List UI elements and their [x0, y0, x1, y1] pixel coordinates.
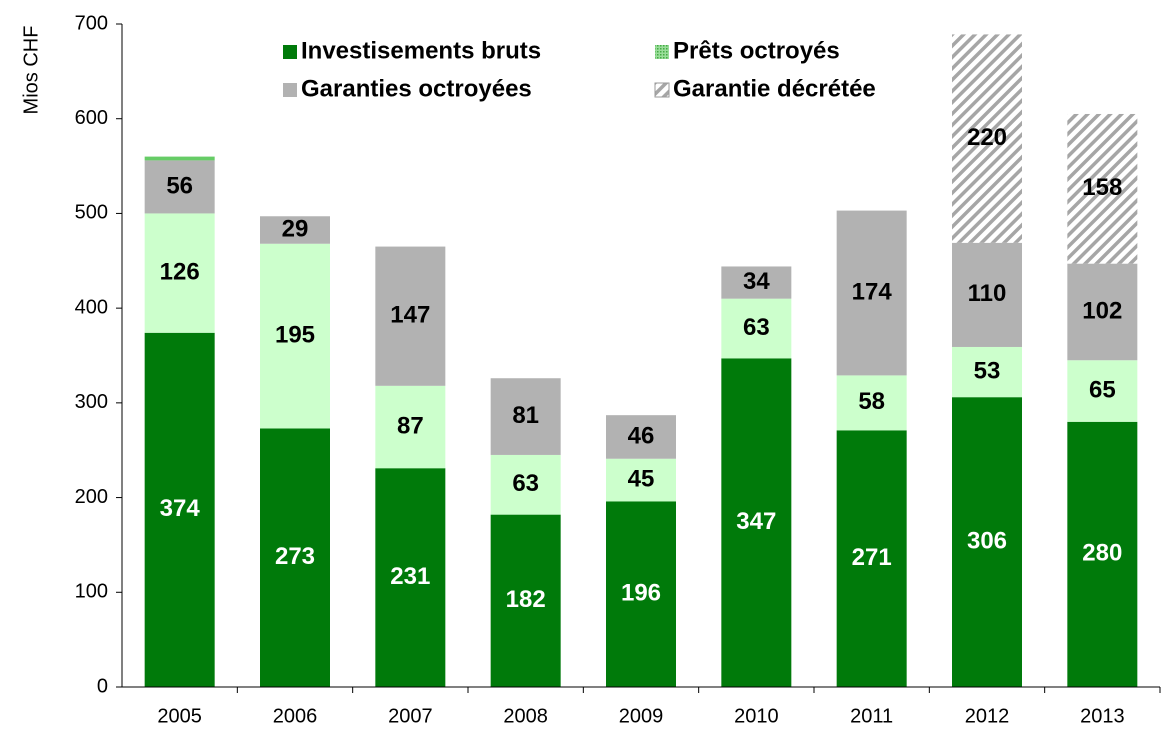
data-label: 347 — [736, 508, 776, 535]
bar-segment — [144, 332, 215, 687]
bar-segment — [144, 213, 215, 333]
y-tick-label: 400 — [75, 296, 108, 318]
data-label: 174 — [852, 278, 893, 305]
x-tick-label: 2009 — [619, 705, 664, 727]
y-tick-label: 200 — [75, 486, 108, 508]
legend-swatch — [283, 45, 297, 59]
data-label: 374 — [160, 495, 201, 522]
data-label: 158 — [1082, 174, 1122, 201]
data-label: 58 — [858, 388, 885, 415]
bar-segment — [952, 397, 1022, 687]
y-tick-label: 700 — [75, 12, 108, 34]
bar-segment — [1067, 263, 1138, 361]
data-label: 273 — [275, 543, 315, 570]
bar-segment — [721, 298, 792, 359]
y-tick-label: 100 — [75, 581, 108, 603]
y-tick-label: 600 — [75, 107, 108, 129]
bar-segment — [721, 358, 792, 687]
bar-segment — [144, 156, 215, 161]
data-label: 306 — [967, 527, 1007, 554]
bar-segment — [1067, 421, 1138, 687]
bar-segment — [952, 346, 1022, 398]
legend-swatch — [283, 83, 297, 97]
x-tick-label: 2005 — [157, 705, 202, 727]
x-tick-label: 2007 — [388, 705, 433, 727]
bar-segment — [260, 216, 330, 244]
data-label: 29 — [282, 215, 309, 242]
bar-segment — [606, 458, 676, 502]
data-label: 81 — [512, 402, 539, 429]
bar-segment — [721, 266, 792, 299]
data-label: 195 — [275, 321, 315, 348]
data-label: 56 — [166, 172, 193, 199]
legend-label: Investisements bruts — [301, 37, 541, 64]
bar-segment — [606, 415, 676, 459]
x-tick-label: 2013 — [1080, 705, 1125, 727]
y-tick-label: 500 — [75, 202, 108, 224]
bar-segment — [952, 242, 1022, 347]
bar-segment — [836, 430, 907, 687]
x-tick-label: 2011 — [850, 705, 893, 727]
bar-segment — [375, 246, 446, 386]
bar-segment — [836, 375, 907, 431]
data-label: 280 — [1082, 540, 1122, 567]
x-tick-label: 2006 — [273, 705, 318, 727]
legend-label: Garantie décrétée — [673, 75, 876, 102]
data-label: 271 — [852, 544, 892, 571]
bar-segment — [490, 454, 561, 515]
bar-segment — [1067, 360, 1138, 422]
bar-segment — [375, 468, 446, 687]
data-label: 126 — [160, 258, 200, 285]
data-label: 45 — [628, 465, 655, 492]
data-label: 87 — [397, 412, 424, 439]
data-label: 63 — [512, 470, 539, 497]
data-label: 110 — [968, 280, 1007, 307]
y-tick-label: 300 — [75, 391, 108, 413]
y-axis-label: Mios CHF — [20, 26, 42, 115]
bar-segment — [260, 428, 330, 687]
data-label: 102 — [1082, 297, 1122, 324]
data-label: 231 — [390, 563, 430, 590]
data-label: 147 — [390, 302, 430, 329]
bar-segment — [490, 514, 561, 687]
data-label: 65 — [1089, 376, 1116, 403]
legend-swatch — [655, 45, 669, 59]
bar-segment — [490, 378, 561, 455]
bar-segment — [260, 243, 330, 429]
bar-segment — [606, 501, 676, 687]
x-tick-label: 2012 — [965, 705, 1010, 727]
x-tick-label: 2008 — [503, 705, 548, 727]
x-tick-label: 2010 — [734, 705, 779, 727]
legend-label: Prêts octroyés — [673, 37, 840, 64]
y-tick-label: 0 — [97, 675, 108, 697]
legend-swatch — [654, 82, 670, 98]
bar-segment — [952, 34, 1022, 243]
bar-segment — [144, 160, 215, 214]
data-label: 63 — [743, 314, 770, 341]
data-label: 53 — [974, 357, 1001, 384]
legend-label: Garanties octroyées — [301, 75, 532, 102]
bar-segment — [375, 385, 446, 469]
data-label: 196 — [621, 580, 661, 607]
bar-segment — [1067, 113, 1138, 264]
data-label: 46 — [628, 422, 655, 449]
data-label: 220 — [967, 124, 1007, 151]
data-label: 34 — [743, 268, 770, 295]
bar-segment — [836, 210, 907, 376]
data-label: 182 — [506, 586, 546, 613]
